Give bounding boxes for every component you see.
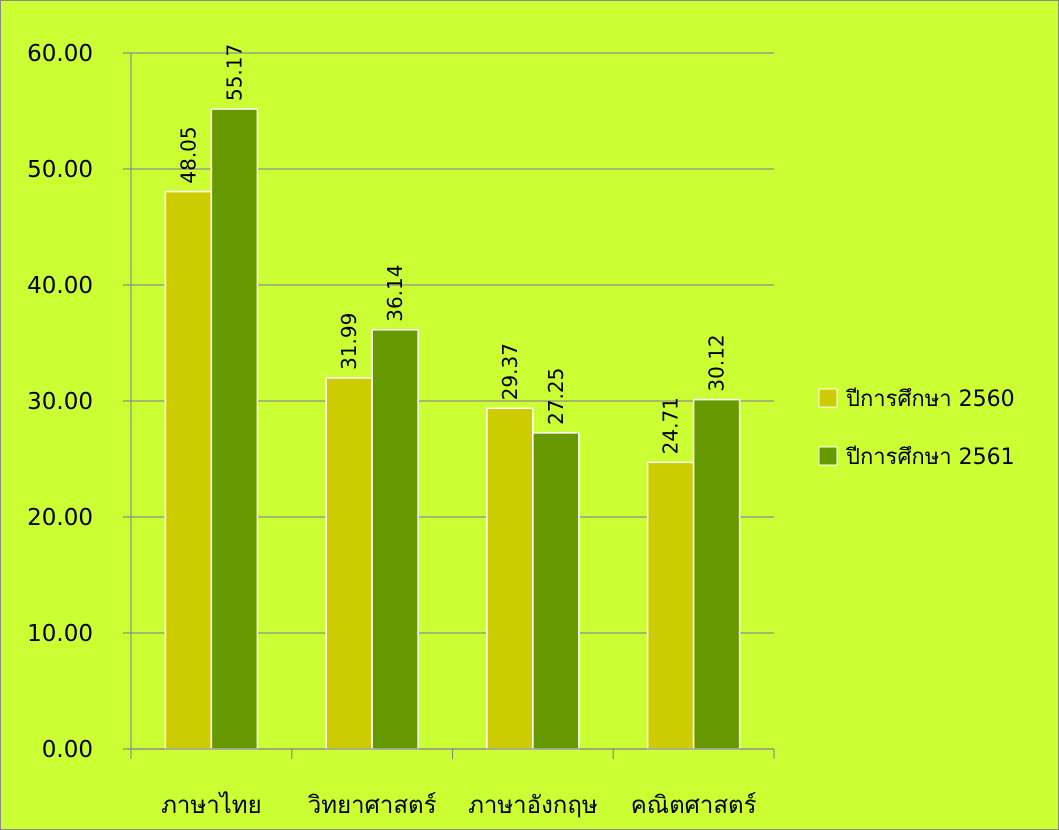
data-label: 30.12 [705, 334, 729, 391]
x-tick-label: คณิตศาสตร์ [631, 791, 757, 819]
y-tick-label: 20.00 [27, 505, 93, 531]
y-tick-label: 60.00 [27, 41, 93, 67]
legend-label: ปีการศึกษา 2561 [845, 445, 1015, 470]
bar-series1-4 [646, 461, 695, 750]
data-label: 31.99 [337, 313, 361, 370]
bar-series1-2 [325, 377, 373, 750]
bars [164, 108, 741, 750]
data-label: 24.71 [659, 397, 683, 454]
x-tick-label: วิทยาศาสตร์ [307, 791, 436, 819]
legend: ปีการศึกษา 2560 ปีการศึกษา 2561 [818, 387, 1015, 470]
y-tick-label: 40.00 [27, 273, 93, 299]
data-label: 36.14 [383, 265, 407, 322]
x-tick-label: ภาษาอังกฤษ [468, 791, 598, 819]
legend-swatch-1 [818, 388, 838, 408]
data-label: 27.25 [544, 368, 568, 425]
bar-series1-1 [164, 190, 213, 750]
bar-series2-2 [371, 329, 419, 750]
legend-label: ปีการศึกษา 2560 [845, 387, 1015, 412]
y-tick-label: 0.00 [42, 737, 93, 763]
bar-series1-3 [486, 407, 534, 750]
legend-swatch-2 [818, 446, 838, 466]
y-tick-label: 10.00 [27, 621, 93, 647]
axes: 0.00 10.00 20.00 30.00 40.00 50.00 60.00 ภาษาไท… [27, 41, 775, 819]
x-tick-label: ภาษาไทย [161, 791, 262, 819]
bar-series2-1 [210, 108, 259, 750]
data-labels: 48.05 31.99 29.37 24.71 55.17 36.14 27.25 30.12 [176, 44, 728, 455]
data-label: 29.37 [498, 343, 522, 400]
data-label: 55.17 [222, 44, 246, 101]
data-label: 48.05 [176, 126, 200, 183]
bar-series2-4 [692, 398, 741, 750]
y-tick-label: 50.00 [27, 157, 93, 183]
y-tick-label: 30.00 [27, 389, 93, 415]
bar-series2-3 [532, 432, 580, 750]
